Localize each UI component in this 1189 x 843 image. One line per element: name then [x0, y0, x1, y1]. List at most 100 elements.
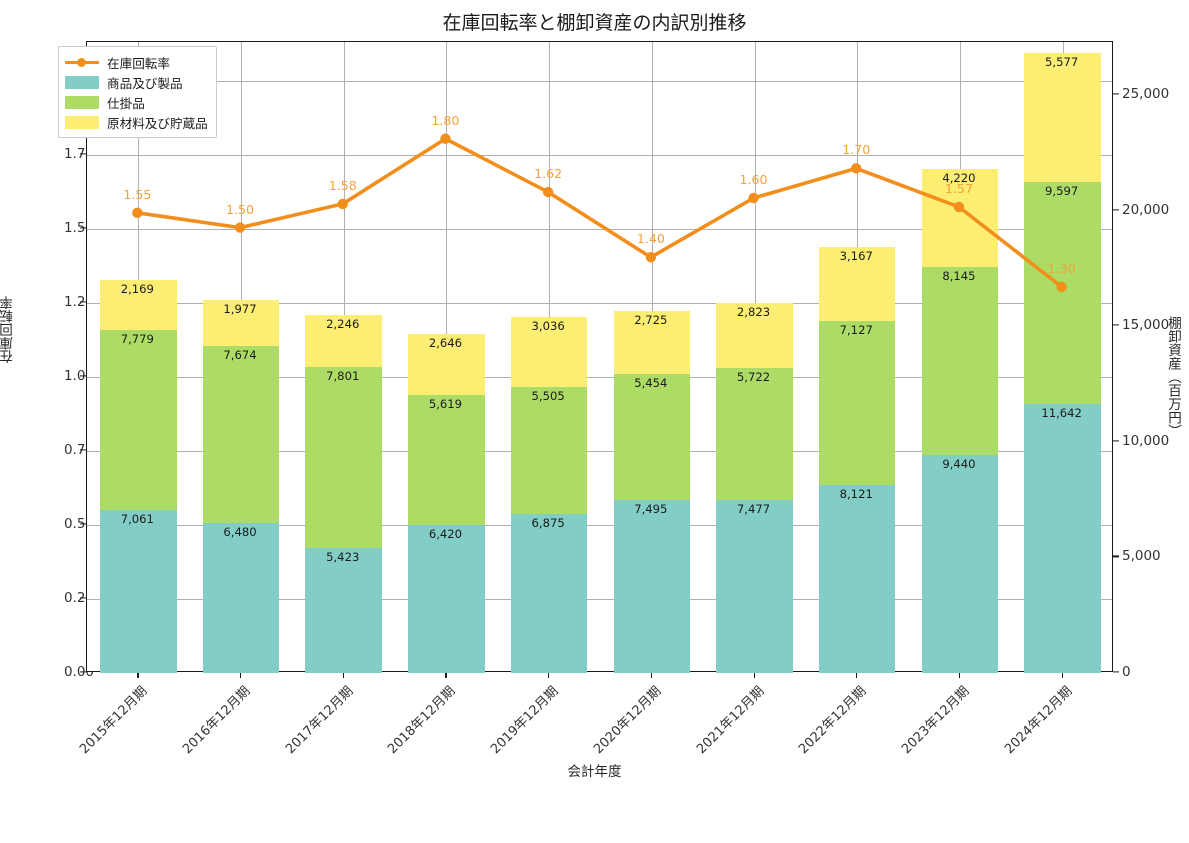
bar-segment[interactable]: [510, 316, 588, 387]
line-data-point[interactable]: [851, 163, 862, 174]
line-data-point[interactable]: [542, 186, 554, 198]
line-data-label: 1.80: [431, 112, 460, 128]
legend-item[interactable]: 商品及び製品: [65, 72, 208, 92]
y-axis-left-tick-mark: [80, 523, 86, 525]
y-axis-right-tick-label: 15,000: [1122, 317, 1170, 334]
line-data-label: 1.50: [226, 201, 255, 217]
y-axis-right-tick-mark: [1113, 440, 1119, 442]
y-axis-right-tick-mark: [1113, 324, 1119, 326]
legend-item-label: 原材料及び貯蔵品: [107, 115, 208, 131]
y-axis-left-label: 在庫回転率: [0, 296, 16, 364]
line-data-point[interactable]: [1056, 281, 1067, 293]
bar-segment[interactable]: [100, 279, 177, 330]
line-data-label: 1.30: [1047, 260, 1076, 276]
bar-segment[interactable]: [510, 514, 588, 673]
x-axis-tick-mark: [650, 672, 653, 678]
bar-segment[interactable]: [921, 169, 999, 267]
x-axis-tick-mark: [548, 672, 550, 678]
bar-segment[interactable]: [202, 345, 280, 524]
bar-segment[interactable]: [921, 266, 999, 455]
y-axis-right-tick-mark: [1113, 555, 1119, 558]
y-axis-left-tick-mark: [80, 449, 86, 451]
gridline-horizontal: [87, 376, 1112, 378]
line-path: [135, 136, 1064, 289]
bar-segment[interactable]: [202, 300, 280, 346]
line-data-point[interactable]: [337, 198, 348, 210]
line-data-label: 1.40: [636, 231, 665, 247]
y-axis-left-tick-mark: [80, 152, 86, 155]
bar-segment[interactable]: [305, 315, 382, 368]
legend-item[interactable]: 仕掛品: [65, 92, 208, 112]
y-axis-right-tick-mark: [1113, 93, 1119, 95]
y-axis-left-tick-mark: [80, 227, 86, 229]
bar-segment[interactable]: [408, 524, 485, 673]
plot-area: [86, 41, 1113, 673]
line-data-label: 1.62: [534, 166, 563, 182]
bar-segment[interactable]: [1024, 403, 1101, 673]
bar-segment[interactable]: [1024, 182, 1101, 404]
bar-segment[interactable]: [921, 454, 999, 673]
bar-segment[interactable]: [613, 310, 691, 374]
y-axis-right-tick-label: 20,000: [1122, 201, 1170, 218]
x-axis-tick-mark: [342, 672, 344, 678]
bar-segment[interactable]: [510, 386, 588, 515]
legend-item[interactable]: 在庫回転率: [65, 52, 208, 72]
y-axis-right-tick-label: 10,000: [1122, 432, 1170, 449]
bar-segment[interactable]: [818, 320, 896, 486]
bar-segment[interactable]: [716, 302, 793, 368]
bar-segment[interactable]: [818, 247, 896, 321]
line-data-point[interactable]: [953, 201, 965, 213]
bar-segment[interactable]: [818, 485, 896, 673]
line-series-layer: [132, 133, 1067, 293]
line-data-point[interactable]: [645, 252, 657, 263]
x-axis-tick-mark: [1061, 672, 1063, 678]
y-axis-left-tick-mark: [80, 301, 86, 303]
chart-canvas: 在庫回転率と棚卸資産の内訳別推移 在庫回転率 棚卸資産（百万円） 会計年度 0.…: [0, 12, 1181, 780]
bar-segment[interactable]: [408, 394, 485, 525]
y-axis-right-label: 棚卸資産（百万円）: [1165, 316, 1181, 438]
line-data-label: 1.57: [944, 180, 973, 196]
line-data-label: 1.58: [328, 177, 357, 193]
bar-segment[interactable]: [613, 499, 691, 673]
gridline-horizontal: [87, 598, 1112, 600]
legend-color-swatch-icon: [65, 95, 99, 109]
bar-segment[interactable]: [716, 367, 793, 501]
legend-item-label: 仕掛品: [107, 95, 145, 111]
line-data-point[interactable]: [132, 207, 143, 219]
bar-segment[interactable]: [1024, 53, 1101, 183]
legend-line-marker-icon: [65, 56, 99, 69]
line-data-point[interactable]: [748, 192, 759, 204]
x-axis-tick-mark: [137, 672, 139, 678]
y-axis-right-tick-label: 25,000: [1122, 86, 1170, 103]
line-data-point[interactable]: [440, 133, 451, 144]
bar-segment[interactable]: [305, 367, 382, 548]
x-axis-tick-mark: [240, 672, 242, 678]
line-data-point[interactable]: [234, 222, 246, 233]
bar-segment[interactable]: [305, 547, 382, 673]
legend-item[interactable]: 原材料及び貯蔵品: [65, 112, 208, 132]
line-data-label: 1.55: [123, 186, 152, 202]
gridline-horizontal: [87, 524, 1112, 526]
bar-segment[interactable]: [716, 500, 793, 673]
bar-segment[interactable]: [100, 509, 177, 673]
x-axis-tick-mark: [753, 672, 755, 678]
legend-item-label: 在庫回転率: [107, 55, 170, 71]
y-axis-right-tick-label: 0: [1122, 664, 1131, 680]
x-axis-label: 会計年度: [567, 764, 622, 780]
x-axis-tick-mark: [856, 672, 858, 678]
gridline-horizontal: [87, 80, 1112, 82]
bar-segment[interactable]: [100, 329, 177, 510]
chart-title: 在庫回転率と棚卸資産の内訳別推移: [442, 12, 747, 34]
chart-legend: 在庫回転率商品及び製品 仕掛品原材料及び貯蔵品: [58, 46, 217, 138]
x-axis-tick-mark: [958, 672, 961, 678]
bar-segment[interactable]: [202, 523, 280, 673]
gridline-horizontal: [87, 450, 1112, 452]
line-data-label: 1.60: [739, 172, 768, 187]
legend-item-label: 商品及び製品: [107, 75, 183, 91]
bar-segment[interactable]: [613, 373, 691, 500]
y-axis-left-tick-mark: [80, 671, 86, 673]
bar-segment[interactable]: [408, 333, 485, 395]
gridline-horizontal: [87, 228, 1112, 230]
y-axis-right-tick-mark: [1113, 209, 1119, 211]
x-axis-tick-mark: [445, 672, 447, 678]
